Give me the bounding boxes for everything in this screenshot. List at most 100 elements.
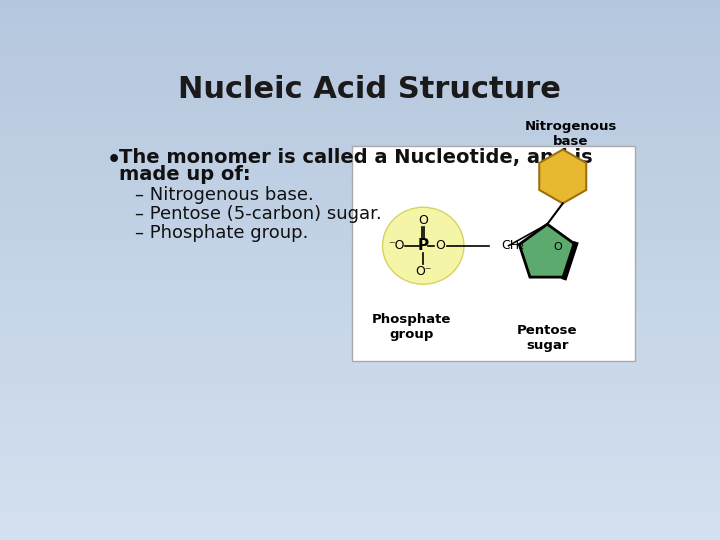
Bar [0,486,720,492]
Bar [0,426,720,432]
Bar [0,405,720,411]
Bar [0,452,720,459]
Bar [0,168,720,176]
Polygon shape [519,224,575,277]
Text: Nitrogenous
base: Nitrogenous base [524,120,617,148]
Bar [0,526,720,534]
Text: P: P [418,238,429,253]
Bar [0,507,720,513]
Bar [0,183,720,189]
Bar [0,68,720,74]
Bar [0,432,720,438]
Bar [0,195,720,202]
Text: CH₂: CH₂ [500,239,524,252]
Bar [0,472,720,480]
Text: O: O [418,214,428,227]
Bar [0,162,720,168]
Bar [0,392,720,399]
Bar [0,216,720,222]
Polygon shape [539,150,586,204]
Text: made up of:: made up of: [120,165,251,184]
Bar [0,297,720,303]
FancyBboxPatch shape [352,146,635,361]
Bar [0,534,720,540]
Bar [0,263,720,270]
Bar [0,310,720,317]
Text: •: • [107,150,121,170]
Text: – Pentose (5-carbon) sugar.: – Pentose (5-carbon) sugar. [135,205,382,223]
Bar [0,20,720,27]
Bar [0,493,720,500]
Bar [0,47,720,54]
Bar [0,303,720,310]
Bar [0,243,720,249]
Text: Phosphate
group: Phosphate group [372,313,451,341]
Text: O⁻: O⁻ [415,265,431,278]
Bar [0,256,720,263]
Bar [0,270,720,276]
Bar [0,465,720,472]
Bar [0,115,720,122]
Bar [0,0,720,6]
Bar [0,60,720,68]
Bar [0,40,720,47]
Bar [0,135,720,141]
Bar [0,519,720,526]
Bar [0,54,720,60]
Text: O: O [436,239,445,252]
Bar [0,27,720,33]
Bar [0,33,720,40]
Text: O: O [553,242,562,252]
Bar [0,459,720,465]
Bar [0,128,720,135]
Bar [0,418,720,426]
Bar [0,330,720,338]
Bar [0,102,720,108]
Bar [0,364,720,372]
Bar [0,351,720,357]
Ellipse shape [382,207,464,284]
Bar [0,291,720,297]
Bar [0,6,720,14]
Bar [0,284,720,291]
Text: – Phosphate group.: – Phosphate group. [135,224,308,242]
Bar [0,249,720,256]
Bar [0,122,720,128]
Bar [0,14,720,20]
Bar [0,189,720,195]
Bar [0,324,720,330]
Bar [0,513,720,519]
Bar [0,372,720,378]
Bar [0,156,720,162]
Bar [0,438,720,445]
Bar [0,384,720,391]
Bar [0,108,720,115]
Bar [0,399,720,405]
Text: ⁻O: ⁻O [389,239,405,252]
Bar [0,378,720,384]
Text: – Nitrogenous base.: – Nitrogenous base. [135,186,314,204]
Bar [0,222,720,230]
Bar [0,87,720,94]
Bar [0,358,720,365]
Bar [0,480,720,486]
Bar [0,209,720,216]
Bar [0,141,720,149]
Text: Pentose
sugar: Pentose sugar [517,324,577,352]
Bar [0,202,720,209]
Bar [0,230,720,237]
Bar [0,338,720,345]
Text: Nucleic Acid Structure: Nucleic Acid Structure [178,75,560,104]
Bar [0,148,720,156]
Bar [0,317,720,324]
Text: The monomer is called a Nucleotide, and is: The monomer is called a Nucleotide, and … [120,148,593,167]
Bar [0,176,720,183]
Bar [0,345,720,351]
Bar [0,74,720,81]
Bar [0,500,720,507]
Bar [0,411,720,418]
Bar [0,237,720,243]
Bar [0,94,720,102]
Bar [0,446,720,453]
Bar [0,81,720,87]
